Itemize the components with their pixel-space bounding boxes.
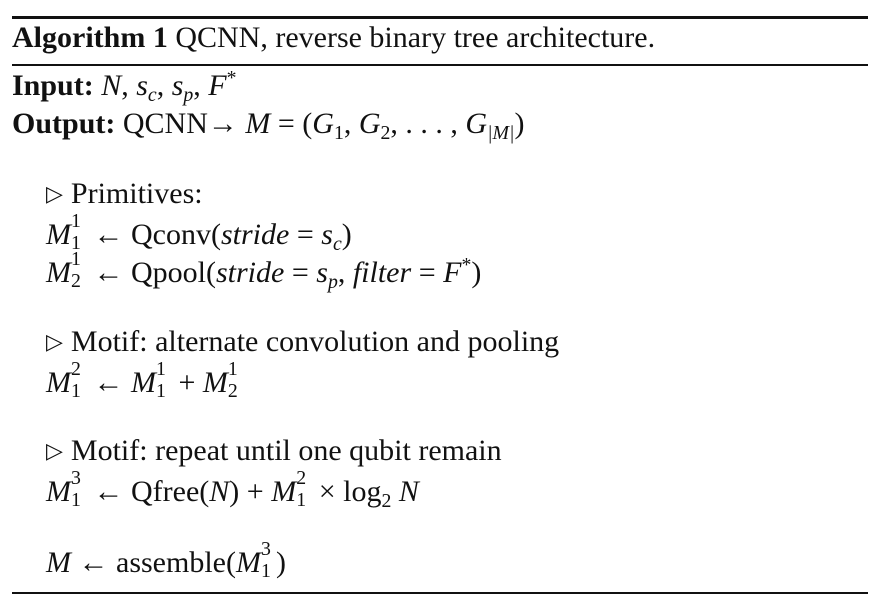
- input-label: Input:: [12, 69, 94, 102]
- algorithm-label: Algorithm 1: [12, 21, 168, 54]
- comment-triangle-icon: ▷: [46, 181, 63, 206]
- primitives-comment: ▷ Primitives:: [46, 177, 203, 210]
- output-text: QCNN→: [122, 107, 238, 140]
- assemble-statement: M ← assemble(M 3 1): [46, 538, 286, 582]
- comment-triangle-icon: ▷: [46, 329, 63, 354]
- output-model: M = (G1, G2, . . . , G|M|): [245, 107, 525, 145]
- input-line: Input: N, sc, sp, F*: [12, 67, 237, 107]
- motif1-comment: ▷ Motif: alternate convolution and poolin…: [46, 325, 560, 358]
- comment-triangle-icon: ▷: [46, 438, 63, 463]
- top-rule: [12, 16, 868, 19]
- motif2-comment: ▷ Motif: repeat until one qubit remain: [46, 434, 502, 467]
- caption-rule: [12, 64, 868, 66]
- input-variables: N, sc, sp, F*: [101, 67, 237, 107]
- output-line: Output: QCNN→ M = (G1, G2, . . . , G|M|): [12, 106, 525, 145]
- bottom-rule: [12, 592, 868, 594]
- algorithm-title: QCNN, reverse binary tree architecture.: [175, 21, 656, 54]
- algorithm-caption: Algorithm 1 QCNN, reverse binary tree ar…: [12, 20, 655, 56]
- output-label: Output:: [12, 107, 116, 140]
